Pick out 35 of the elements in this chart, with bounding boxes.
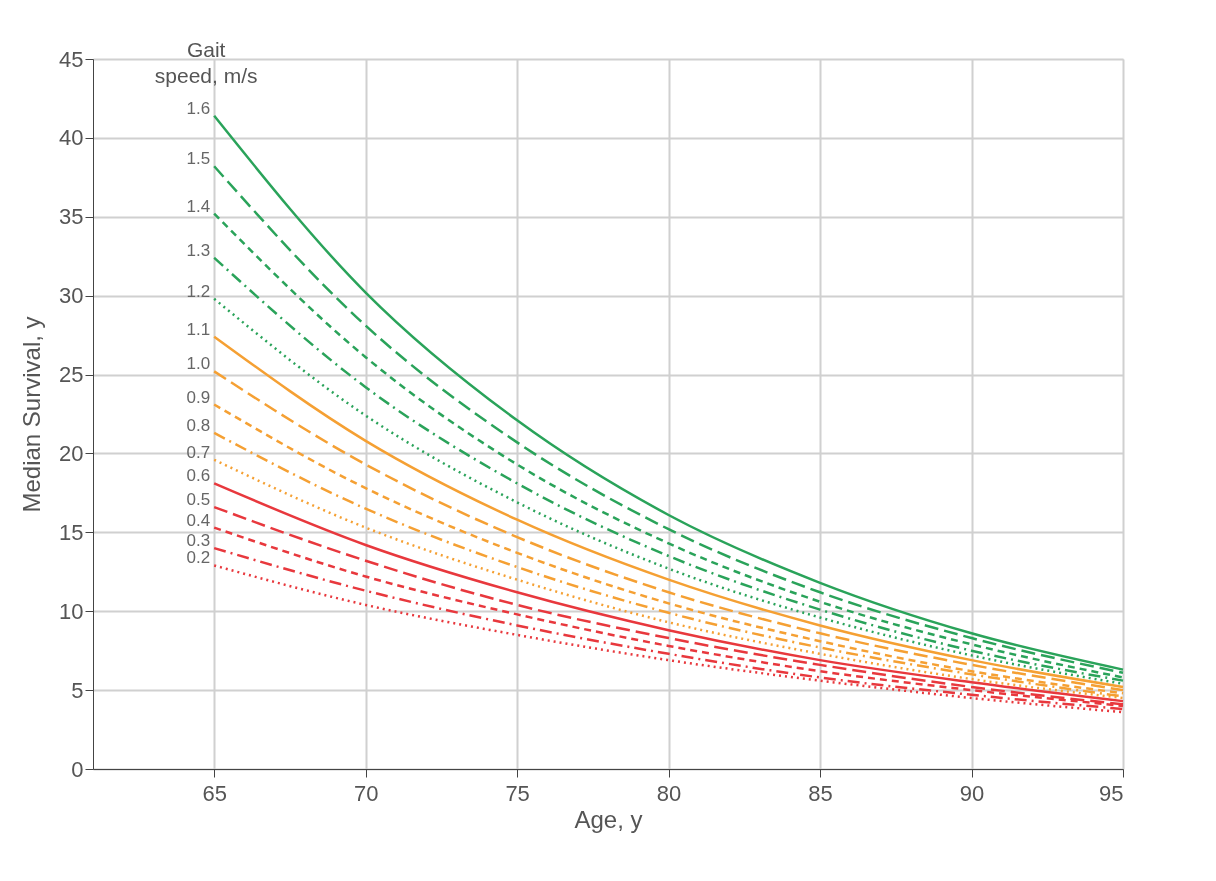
y-tick-label: 45	[59, 46, 84, 72]
x-tick-label: 70	[353, 780, 379, 806]
series-label: 1.6	[186, 98, 211, 118]
series-label: 0.5	[186, 490, 211, 510]
y-tick-label: 35	[59, 204, 84, 230]
y-tick-label: 15	[59, 519, 84, 545]
x-tick-label: 75	[505, 780, 530, 806]
series-label: 0.9	[186, 387, 211, 407]
y-tick-label: 40	[59, 125, 84, 151]
legend-title: Gait speed, m/s	[154, 38, 258, 87]
y-tick-label: 0	[71, 756, 84, 782]
y-tick-label: 10	[59, 598, 84, 624]
x-tick-label: 95	[1099, 780, 1124, 806]
series-label: 1.2	[186, 281, 211, 301]
series-label: 1.0	[186, 354, 211, 374]
x-tick-label: 85	[808, 780, 833, 806]
x-tick-label: 90	[959, 780, 985, 806]
y-tick-label: 5	[71, 677, 84, 703]
series-label: 0.6	[186, 466, 211, 486]
series-label: 0.2	[186, 548, 211, 568]
y-tick-label: 30	[59, 283, 84, 309]
series-label: 0.3	[186, 531, 211, 551]
y-tick-label: 20	[59, 440, 84, 466]
series-label: 1.1	[186, 319, 211, 339]
series-label: 1.5	[186, 149, 211, 169]
series-label: 0.4	[186, 510, 211, 530]
x-axis-title: Age, y	[574, 805, 643, 833]
y-tick-label: 25	[59, 362, 84, 388]
series-label: 1.4	[186, 196, 211, 216]
series-label: 0.8	[186, 415, 211, 435]
series-label: 0.7	[186, 442, 211, 462]
x-tick-label: 65	[202, 780, 227, 806]
series-label: 1.3	[186, 240, 211, 260]
y-axis-title: Median Survival, y	[18, 316, 46, 513]
x-tick-label: 80	[656, 780, 682, 806]
